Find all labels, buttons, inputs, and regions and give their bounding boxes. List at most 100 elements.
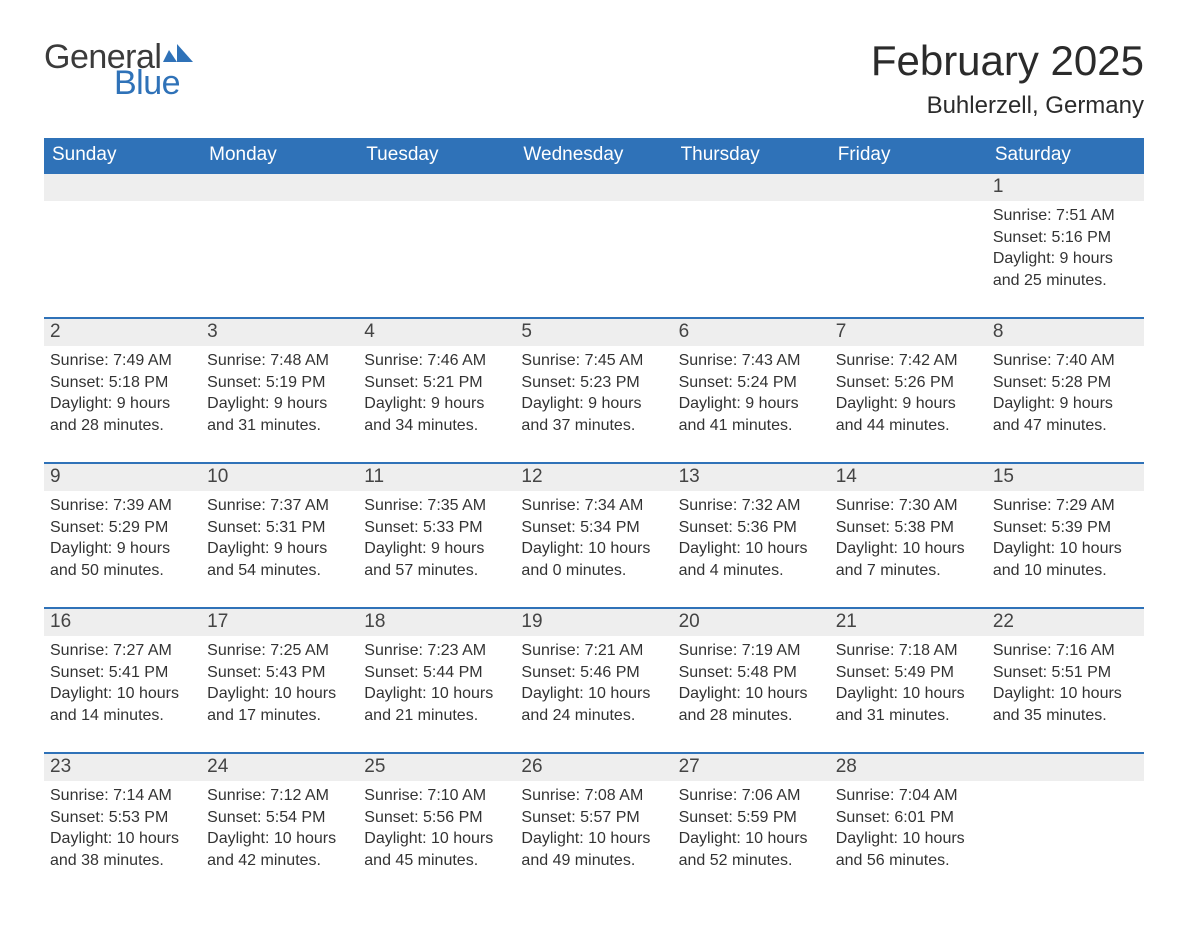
day-number-row: 2345678 (44, 319, 1144, 346)
sunset-text: Sunset: 5:16 PM (993, 227, 1138, 249)
weekday-header: Monday (201, 138, 358, 174)
sunrise-text: Sunrise: 7:40 AM (993, 350, 1138, 372)
day-number: 7 (830, 319, 987, 346)
sunset-text: Sunset: 5:59 PM (679, 807, 824, 829)
day-detail (358, 201, 515, 309)
sunrise-text: Sunrise: 7:42 AM (836, 350, 981, 372)
day-detail: Sunrise: 7:27 AMSunset: 5:41 PMDaylight:… (44, 636, 201, 744)
daylight-text: Daylight: 10 hours and 7 minutes. (836, 538, 981, 581)
day-detail (987, 781, 1144, 889)
sunrise-text: Sunrise: 7:14 AM (50, 785, 195, 807)
day-number: 28 (830, 754, 987, 781)
sunset-text: Sunset: 5:19 PM (207, 372, 352, 394)
daylight-text: Daylight: 9 hours and 54 minutes. (207, 538, 352, 581)
weekday-header: Tuesday (358, 138, 515, 174)
daylight-text: Daylight: 10 hours and 21 minutes. (364, 683, 509, 726)
sunrise-text: Sunrise: 7:27 AM (50, 640, 195, 662)
page-header: General Blue February 2025 Buhlerzell, G… (44, 40, 1144, 120)
sunrise-text: Sunrise: 7:43 AM (679, 350, 824, 372)
day-number-row: 9101112131415 (44, 464, 1144, 491)
sunset-text: Sunset: 5:29 PM (50, 517, 195, 539)
sunset-text: Sunset: 5:51 PM (993, 662, 1138, 684)
day-detail: Sunrise: 7:12 AMSunset: 5:54 PMDaylight:… (201, 781, 358, 889)
day-detail: Sunrise: 7:32 AMSunset: 5:36 PMDaylight:… (673, 491, 830, 599)
sunrise-text: Sunrise: 7:08 AM (521, 785, 666, 807)
sunset-text: Sunset: 5:21 PM (364, 372, 509, 394)
daylight-text: Daylight: 9 hours and 34 minutes. (364, 393, 509, 436)
day-number: 19 (515, 609, 672, 636)
daylight-text: Daylight: 10 hours and 38 minutes. (50, 828, 195, 871)
sunrise-text: Sunrise: 7:29 AM (993, 495, 1138, 517)
weekday-header: Sunday (44, 138, 201, 174)
day-number-row: 16171819202122 (44, 609, 1144, 636)
day-number: 11 (358, 464, 515, 491)
daylight-text: Daylight: 9 hours and 37 minutes. (521, 393, 666, 436)
sunset-text: Sunset: 5:23 PM (521, 372, 666, 394)
day-detail: Sunrise: 7:04 AMSunset: 6:01 PMDaylight:… (830, 781, 987, 889)
sunset-text: Sunset: 5:46 PM (521, 662, 666, 684)
daylight-text: Daylight: 10 hours and 31 minutes. (836, 683, 981, 726)
weekday-header-row: Sunday Monday Tuesday Wednesday Thursday… (44, 138, 1144, 174)
sunset-text: Sunset: 5:39 PM (993, 517, 1138, 539)
sunrise-text: Sunrise: 7:21 AM (521, 640, 666, 662)
weekday-header: Saturday (987, 138, 1144, 174)
day-detail (673, 201, 830, 309)
calendar-week: 1Sunrise: 7:51 AMSunset: 5:16 PMDaylight… (44, 174, 1144, 309)
sunrise-text: Sunrise: 7:49 AM (50, 350, 195, 372)
day-number: 16 (44, 609, 201, 636)
sunrise-text: Sunrise: 7:32 AM (679, 495, 824, 517)
day-number (44, 174, 201, 201)
sunrise-text: Sunrise: 7:16 AM (993, 640, 1138, 662)
brand-word-2: Blue (114, 66, 193, 100)
day-detail (201, 201, 358, 309)
day-detail: Sunrise: 7:10 AMSunset: 5:56 PMDaylight:… (358, 781, 515, 889)
daylight-text: Daylight: 9 hours and 25 minutes. (993, 248, 1138, 291)
sunrise-text: Sunrise: 7:35 AM (364, 495, 509, 517)
daylight-text: Daylight: 10 hours and 24 minutes. (521, 683, 666, 726)
daylight-text: Daylight: 10 hours and 28 minutes. (679, 683, 824, 726)
day-detail: Sunrise: 7:08 AMSunset: 5:57 PMDaylight:… (515, 781, 672, 889)
daylight-text: Daylight: 10 hours and 4 minutes. (679, 538, 824, 581)
sunrise-text: Sunrise: 7:25 AM (207, 640, 352, 662)
sunrise-text: Sunrise: 7:12 AM (207, 785, 352, 807)
calendar-week: 232425262728Sunrise: 7:14 AMSunset: 5:53… (44, 752, 1144, 889)
sunrise-text: Sunrise: 7:23 AM (364, 640, 509, 662)
day-detail: Sunrise: 7:40 AMSunset: 5:28 PMDaylight:… (987, 346, 1144, 454)
brand-logo: General Blue (44, 40, 193, 100)
sunset-text: Sunset: 5:28 PM (993, 372, 1138, 394)
day-number-row: 232425262728 (44, 754, 1144, 781)
sunset-text: Sunset: 5:48 PM (679, 662, 824, 684)
sunrise-text: Sunrise: 7:04 AM (836, 785, 981, 807)
calendar-table: Sunday Monday Tuesday Wednesday Thursday… (44, 138, 1144, 889)
sunrise-text: Sunrise: 7:06 AM (679, 785, 824, 807)
day-detail: Sunrise: 7:46 AMSunset: 5:21 PMDaylight:… (358, 346, 515, 454)
sunrise-text: Sunrise: 7:45 AM (521, 350, 666, 372)
calendar-week: 16171819202122Sunrise: 7:27 AMSunset: 5:… (44, 607, 1144, 744)
day-detail-row: Sunrise: 7:39 AMSunset: 5:29 PM Daylight:… (44, 491, 1144, 599)
sunset-text: Sunset: 5:56 PM (364, 807, 509, 829)
sunrise-text: Sunrise: 7:39 AM (50, 495, 195, 517)
day-number (515, 174, 672, 201)
calendar-week: 2345678 Sunrise: 7:49 AMSunset: 5:18 PM Da… (44, 317, 1144, 454)
day-number (987, 754, 1144, 781)
daylight-text: Daylight: 9 hours and 31 minutes. (207, 393, 352, 436)
day-number (830, 174, 987, 201)
day-number: 26 (515, 754, 672, 781)
month-title: February 2025 (871, 40, 1144, 82)
sunset-text: Sunset: 5:18 PM (50, 372, 195, 394)
calendar-week: 9101112131415Sunrise: 7:39 AMSunset: 5:2… (44, 462, 1144, 599)
day-detail: Sunrise: 7:48 AMSunset: 5:19 PMDaylight:… (201, 346, 358, 454)
day-detail: Sunrise: 7:19 AMSunset: 5:48 PMDaylight:… (673, 636, 830, 744)
day-detail: Sunrise: 7:25 AMSunset: 5:43 PMDaylight:… (201, 636, 358, 744)
day-number: 2 (44, 319, 201, 346)
title-block: February 2025 Buhlerzell, Germany (871, 40, 1144, 120)
day-number: 15 (987, 464, 1144, 491)
daylight-text: Daylight: 10 hours and 56 minutes. (836, 828, 981, 871)
day-detail: Sunrise: 7:43 AMSunset: 5:24 PMDaylight:… (673, 346, 830, 454)
daylight-text: Daylight: 10 hours and 14 minutes. (50, 683, 195, 726)
day-detail: Sunrise: 7:51 AMSunset: 5:16 PMDaylight:… (987, 201, 1144, 309)
day-number: 1 (987, 174, 1144, 201)
daylight-text: Daylight: 10 hours and 42 minutes. (207, 828, 352, 871)
daylight-text: Daylight: 9 hours and 57 minutes. (364, 538, 509, 581)
day-number: 10 (201, 464, 358, 491)
